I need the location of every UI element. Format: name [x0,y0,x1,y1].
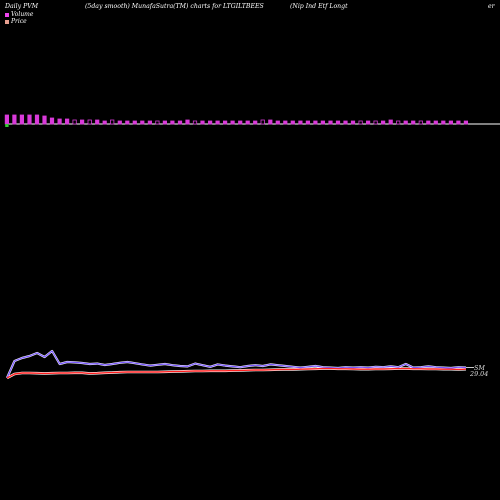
volume-bar [192,120,198,125]
volume-bar [230,120,235,125]
volume-bar [102,120,107,125]
volume-bar [456,120,461,125]
volume-bar [222,120,228,125]
volume-bar [283,120,288,125]
volume-bar [125,120,130,125]
volume-bar [253,120,258,125]
volume-bar [343,120,348,125]
volume-bar [448,120,454,125]
volume-bar [132,120,137,125]
volume-bar [27,114,32,125]
volume-bar [207,120,213,125]
header-name: (Nip Ind Etf Longt [290,3,348,10]
legend-price: Price [5,18,27,25]
volume-bar [42,115,47,125]
volume-bar [65,118,70,125]
legend-price-swatch [5,19,9,24]
volume-bar [298,120,303,125]
volume-bar [238,120,243,125]
volume-bar [245,120,250,125]
volume-bar [155,120,160,125]
volume-bar [19,114,25,125]
volume-bar [426,120,431,125]
volume-bar [185,119,190,125]
volume-bar [200,120,205,125]
sm-end-label: SM [474,364,485,372]
volume-bar [463,120,469,125]
volume-bar [418,120,423,125]
volume-bar [433,120,438,125]
volume-bar [110,119,115,125]
price-end-label: 29.04 [470,370,489,378]
volume-bar [313,120,318,125]
volume-bar [147,120,152,125]
legend-volume-swatch [5,12,9,17]
volume-bar [87,119,92,125]
volume-bar [95,119,100,125]
volume-bar [12,114,17,125]
volume-bar [305,120,311,125]
volume-bar [380,120,386,125]
volume-bar [4,114,9,125]
legend-price-label: Price [11,18,27,25]
volume-bar [373,120,378,125]
header-suffix: er [488,3,495,10]
volume-bar [365,120,371,125]
volume-bar [80,119,85,125]
header-method: (5day smooth) MunafaSutra(TM) charts for… [85,3,264,10]
volume-bar [411,120,416,125]
volume-bar [162,120,167,125]
volume-bar [260,119,265,125]
volume-bar [275,120,280,125]
header-period: Daily PVM [5,3,39,10]
volume-bar [441,120,446,125]
volume-bar [57,118,62,125]
volume-bar-down [5,124,9,127]
volume-bar [177,120,183,125]
volume-bar [320,120,326,125]
volume-bar [350,120,356,125]
volume-bar [49,117,55,125]
volume-bar [403,120,408,125]
volume-bar [328,120,333,125]
legend-volume-label: Volume [11,11,34,18]
volume-bar [358,120,363,125]
volume-bar [34,114,40,125]
volume-bar [72,119,77,125]
price-line [6,367,467,379]
volume-bar [335,120,341,125]
legend-volume: Volume [5,11,33,18]
volume-bar [290,120,295,125]
volume-bar [215,120,220,125]
volume-bar [117,120,122,125]
volume-bar [268,119,273,125]
volume-bar [170,120,175,125]
sm-line [6,350,467,379]
volume-bar [396,120,401,125]
volume-bar [140,120,145,125]
volume-bar [388,119,393,125]
